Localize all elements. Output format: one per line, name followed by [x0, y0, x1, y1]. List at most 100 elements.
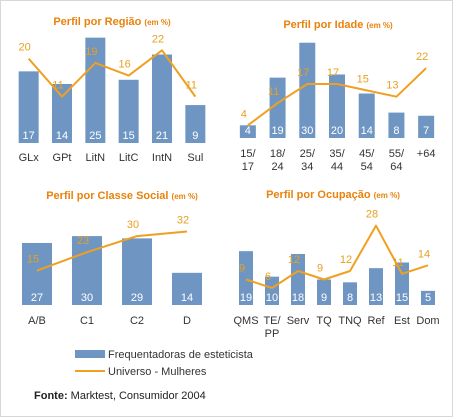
bar-value-label: 25	[89, 130, 101, 142]
chart-panel-1: Perfil por Região (em %) 17 14 25 15 21 9 20 11 1…	[19, 16, 206, 164]
chart-title: Perfil por Classe Social (em %)	[46, 190, 198, 202]
line-value-label: 12	[288, 254, 300, 266]
x-tick-label: C1	[80, 315, 94, 327]
x-tick-label-line: Est	[394, 315, 410, 327]
line-series	[27, 49, 197, 98]
x-tick-label: D	[183, 315, 191, 327]
x-tick-label-line: C1	[80, 315, 94, 327]
x-tick-label-line: 18/	[270, 148, 286, 160]
bar	[52, 84, 72, 143]
bar-value-label: 14	[361, 125, 373, 137]
x-tick-label-line: Serv	[287, 315, 310, 327]
x-tick-label-line: 55/	[389, 148, 405, 160]
bar-value-label: 9	[321, 292, 327, 304]
x-tick-label-line: TE/	[263, 315, 281, 327]
chart-title-text: Perfil por Classe Social	[46, 190, 171, 202]
bar-value-label: 8	[393, 125, 399, 137]
x-tick-label-line: GLx	[19, 152, 40, 164]
x-tick-label: GLx	[19, 152, 40, 164]
line-value-label: 28	[366, 209, 378, 221]
bar	[18, 71, 39, 143]
x-tick-label: A/B	[28, 315, 46, 327]
x-tick-label-line: +64	[417, 148, 436, 160]
chart-title-unit: (em %)	[374, 191, 401, 200]
x-tick-label: QMS	[233, 315, 258, 327]
line-value-label: 9	[317, 263, 323, 275]
chart-panels: Perfil por Região (em %) 17 14 25 15 21 9 20 11 1…	[19, 16, 440, 340]
line-value-label: 11	[392, 257, 403, 269]
bar-value-label: 30	[301, 125, 313, 137]
x-tick-label: 35/44	[329, 148, 345, 173]
bar	[122, 238, 152, 305]
line-value-label: 30	[127, 219, 139, 231]
bar-value-label: 14	[181, 292, 193, 304]
bar	[269, 77, 286, 138]
line-value-label: 17	[297, 67, 309, 79]
bar-value-label: 9	[192, 130, 198, 142]
x-tick-label-line: 25/	[300, 148, 316, 160]
bar-value-label: 19	[271, 125, 283, 137]
x-tick-label: Est	[394, 315, 410, 327]
chart-panel-3: Perfil por Classe Social (em %) 27 30 29 14 1…	[22, 190, 202, 327]
bar	[369, 268, 383, 305]
bar-value-label: 14	[56, 130, 68, 142]
x-tick-label-line: 24	[271, 161, 283, 173]
bar	[72, 236, 102, 305]
line-value-label: 17	[327, 67, 339, 79]
x-tick-label-line: Sul	[187, 152, 203, 164]
line-value-label: 15	[27, 254, 39, 266]
bar	[317, 279, 331, 305]
bar	[22, 242, 52, 305]
x-tick-label-line: C2	[130, 315, 144, 327]
x-tick-label: GPt	[53, 152, 72, 164]
chart-title-unit: (em %)	[144, 18, 171, 27]
bar-value-label: 15	[396, 292, 408, 304]
bar	[299, 42, 316, 138]
bar-value-label: 30	[81, 292, 93, 304]
x-tick-label-line: 44	[331, 161, 343, 173]
x-tick-label: +64	[417, 148, 436, 160]
bar-value-label: 21	[156, 130, 168, 142]
bar-value-label: 17	[23, 130, 35, 142]
bar	[239, 251, 253, 305]
x-tick-label-line: QMS	[233, 315, 258, 327]
bar-value-label: 29	[131, 292, 143, 304]
line-value-label: 9	[239, 263, 245, 275]
x-tick-label-line: 17	[242, 161, 254, 173]
line-value-label: 13	[386, 80, 398, 92]
x-tick-label: C2	[130, 315, 144, 327]
legend: Frequentadoras de esteticista Universo -…	[75, 349, 254, 378]
line-series	[245, 224, 429, 289]
x-tick-label: LitN	[86, 152, 106, 164]
line-value-label: 16	[119, 59, 131, 71]
x-tick-label-line: D	[183, 315, 191, 327]
chart-title-unit: (em %)	[172, 192, 199, 201]
line-value-label: 32	[177, 214, 189, 226]
bar	[421, 290, 435, 305]
bar	[291, 254, 305, 305]
line-value-label: 6	[265, 271, 271, 283]
x-tick-label-line: IntN	[152, 152, 172, 164]
chart-title-unit: (em %)	[366, 21, 393, 30]
x-tick-label-line: LitC	[119, 152, 139, 164]
x-tick-label: 45/54	[359, 148, 375, 173]
line-value-label: 22	[152, 33, 164, 45]
x-tick-label: IntN	[152, 152, 172, 164]
line-value-label: 20	[19, 42, 31, 54]
line-value-label: 14	[418, 248, 430, 260]
bar-value-label: 4	[245, 125, 251, 137]
chart-title-text: Perfil por Região	[53, 16, 144, 28]
source-text: Marktest, Consumidor 2004	[68, 390, 206, 402]
x-tick-label-line: LitN	[86, 152, 106, 164]
line-series	[247, 67, 427, 127]
line-series	[36, 230, 188, 272]
x-tick-label: 15/17	[240, 148, 256, 173]
line-value-label: 15	[357, 73, 369, 85]
bar	[185, 105, 206, 143]
x-tick-label-line: Dom	[416, 315, 439, 327]
x-tick-label-line: TQ	[316, 315, 332, 327]
bar	[118, 79, 139, 143]
bar-value-label: 27	[31, 292, 43, 304]
